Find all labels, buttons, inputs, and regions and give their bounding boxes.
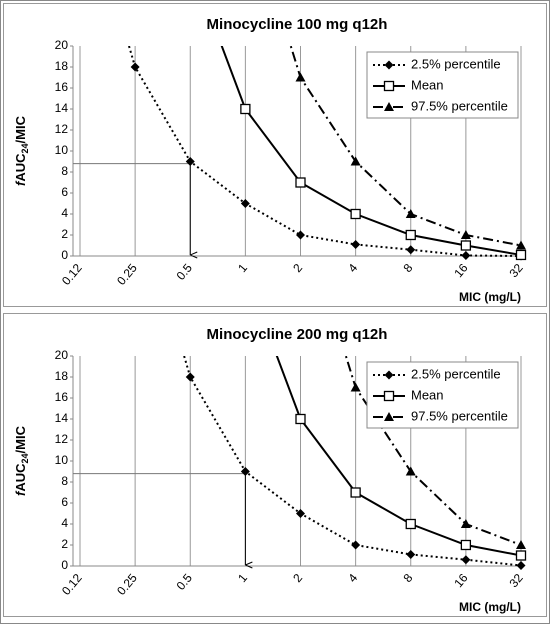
- y-tick-label: 12: [55, 122, 69, 136]
- marker: [384, 412, 394, 421]
- y-tick-label: 20: [55, 348, 69, 362]
- marker: [350, 156, 361, 166]
- marker: [460, 230, 471, 239]
- marker: [296, 509, 305, 518]
- marker: [516, 560, 526, 570]
- legend-label: Mean: [411, 77, 444, 92]
- marker: [240, 199, 250, 208]
- y-tick-label: 8: [61, 164, 68, 178]
- marker: [350, 208, 361, 220]
- chart-title: Minocycline 200 mg q12h: [207, 326, 388, 343]
- marker: [383, 80, 395, 92]
- y-axis-label: fAUC24/MIC: [13, 115, 30, 186]
- y-tick-label: 12: [55, 432, 69, 446]
- plot-area: [127, 46, 527, 261]
- marker: [351, 540, 361, 550]
- y-tick-label: 0: [61, 558, 68, 572]
- y-tick-label: 8: [61, 474, 68, 488]
- y-axis-label: fAUC24/MIC: [13, 425, 30, 496]
- marker: [240, 467, 250, 476]
- y-tick-label: 10: [55, 453, 69, 467]
- marker: [460, 240, 472, 251]
- y-tick-label: 16: [55, 80, 69, 94]
- marker: [406, 549, 416, 559]
- y-tick-label: 6: [61, 185, 68, 199]
- marker: [351, 239, 361, 249]
- marker: [384, 60, 394, 70]
- marker: [185, 372, 195, 382]
- marker: [295, 72, 306, 82]
- legend-label: 2.5% percentile: [411, 366, 501, 381]
- panel-border: [3, 3, 547, 307]
- y-label-sub: 24: [20, 143, 30, 153]
- y-label-main: AUC: [13, 463, 28, 492]
- x-axis-label: MIC (mg/L): [459, 290, 521, 304]
- marker: [130, 62, 140, 72]
- marker: [516, 540, 526, 549]
- y-tick-label: 2: [61, 227, 68, 241]
- marker: [384, 370, 394, 380]
- y-label-rest: /MIC: [13, 425, 28, 453]
- marker: [295, 177, 306, 188]
- marker: [516, 240, 526, 250]
- y-tick-label: 10: [55, 143, 69, 157]
- legend-label: Mean: [411, 387, 444, 402]
- y-tick-label: 6: [61, 495, 68, 509]
- legend-label: 97.5% percentile: [411, 408, 508, 423]
- y-label-main: AUC: [13, 153, 28, 182]
- series-line: [275, 356, 522, 557]
- plot-area: [183, 356, 527, 570]
- y-tick-label: 14: [55, 411, 69, 425]
- y-tick-label: 16: [55, 390, 69, 404]
- series-line: [289, 46, 522, 247]
- marker: [406, 245, 416, 255]
- y-tick-label: 0: [61, 248, 68, 262]
- y-tick-label: 4: [61, 206, 68, 220]
- y-label-rest: /MIC: [13, 115, 28, 143]
- y-label-italic: f: [13, 490, 28, 496]
- legend-label: 2.5% percentile: [411, 56, 501, 71]
- marker: [460, 519, 471, 528]
- marker: [461, 555, 471, 565]
- marker: [405, 209, 416, 218]
- y-tick-label: 2: [61, 537, 68, 551]
- y-label-sub: 24: [20, 453, 30, 463]
- marker: [515, 550, 527, 561]
- y-tick-label: 18: [55, 369, 69, 383]
- marker: [383, 390, 395, 402]
- marker: [296, 230, 305, 240]
- marker: [240, 103, 251, 115]
- series-line: [183, 356, 522, 567]
- marker: [350, 382, 361, 392]
- marker: [460, 539, 472, 551]
- panel-border: [3, 313, 547, 617]
- marker: [185, 157, 195, 166]
- y-tick-label: 20: [55, 38, 69, 52]
- marker: [405, 466, 416, 476]
- marker: [350, 487, 361, 498]
- marker: [461, 250, 471, 260]
- y-tick-label: 18: [55, 59, 69, 73]
- marker: [295, 413, 306, 425]
- marker: [515, 249, 527, 261]
- marker: [405, 518, 416, 530]
- y-tick-label: 4: [61, 516, 68, 530]
- x-axis-label: MIC (mg/L): [459, 600, 521, 614]
- chart-title: Minocycline 100 mg q12h: [207, 16, 388, 33]
- marker: [384, 102, 394, 111]
- marker: [405, 229, 416, 241]
- y-tick-label: 14: [55, 101, 69, 115]
- legend-label: 97.5% percentile: [411, 98, 508, 113]
- y-label-italic: f: [13, 180, 28, 186]
